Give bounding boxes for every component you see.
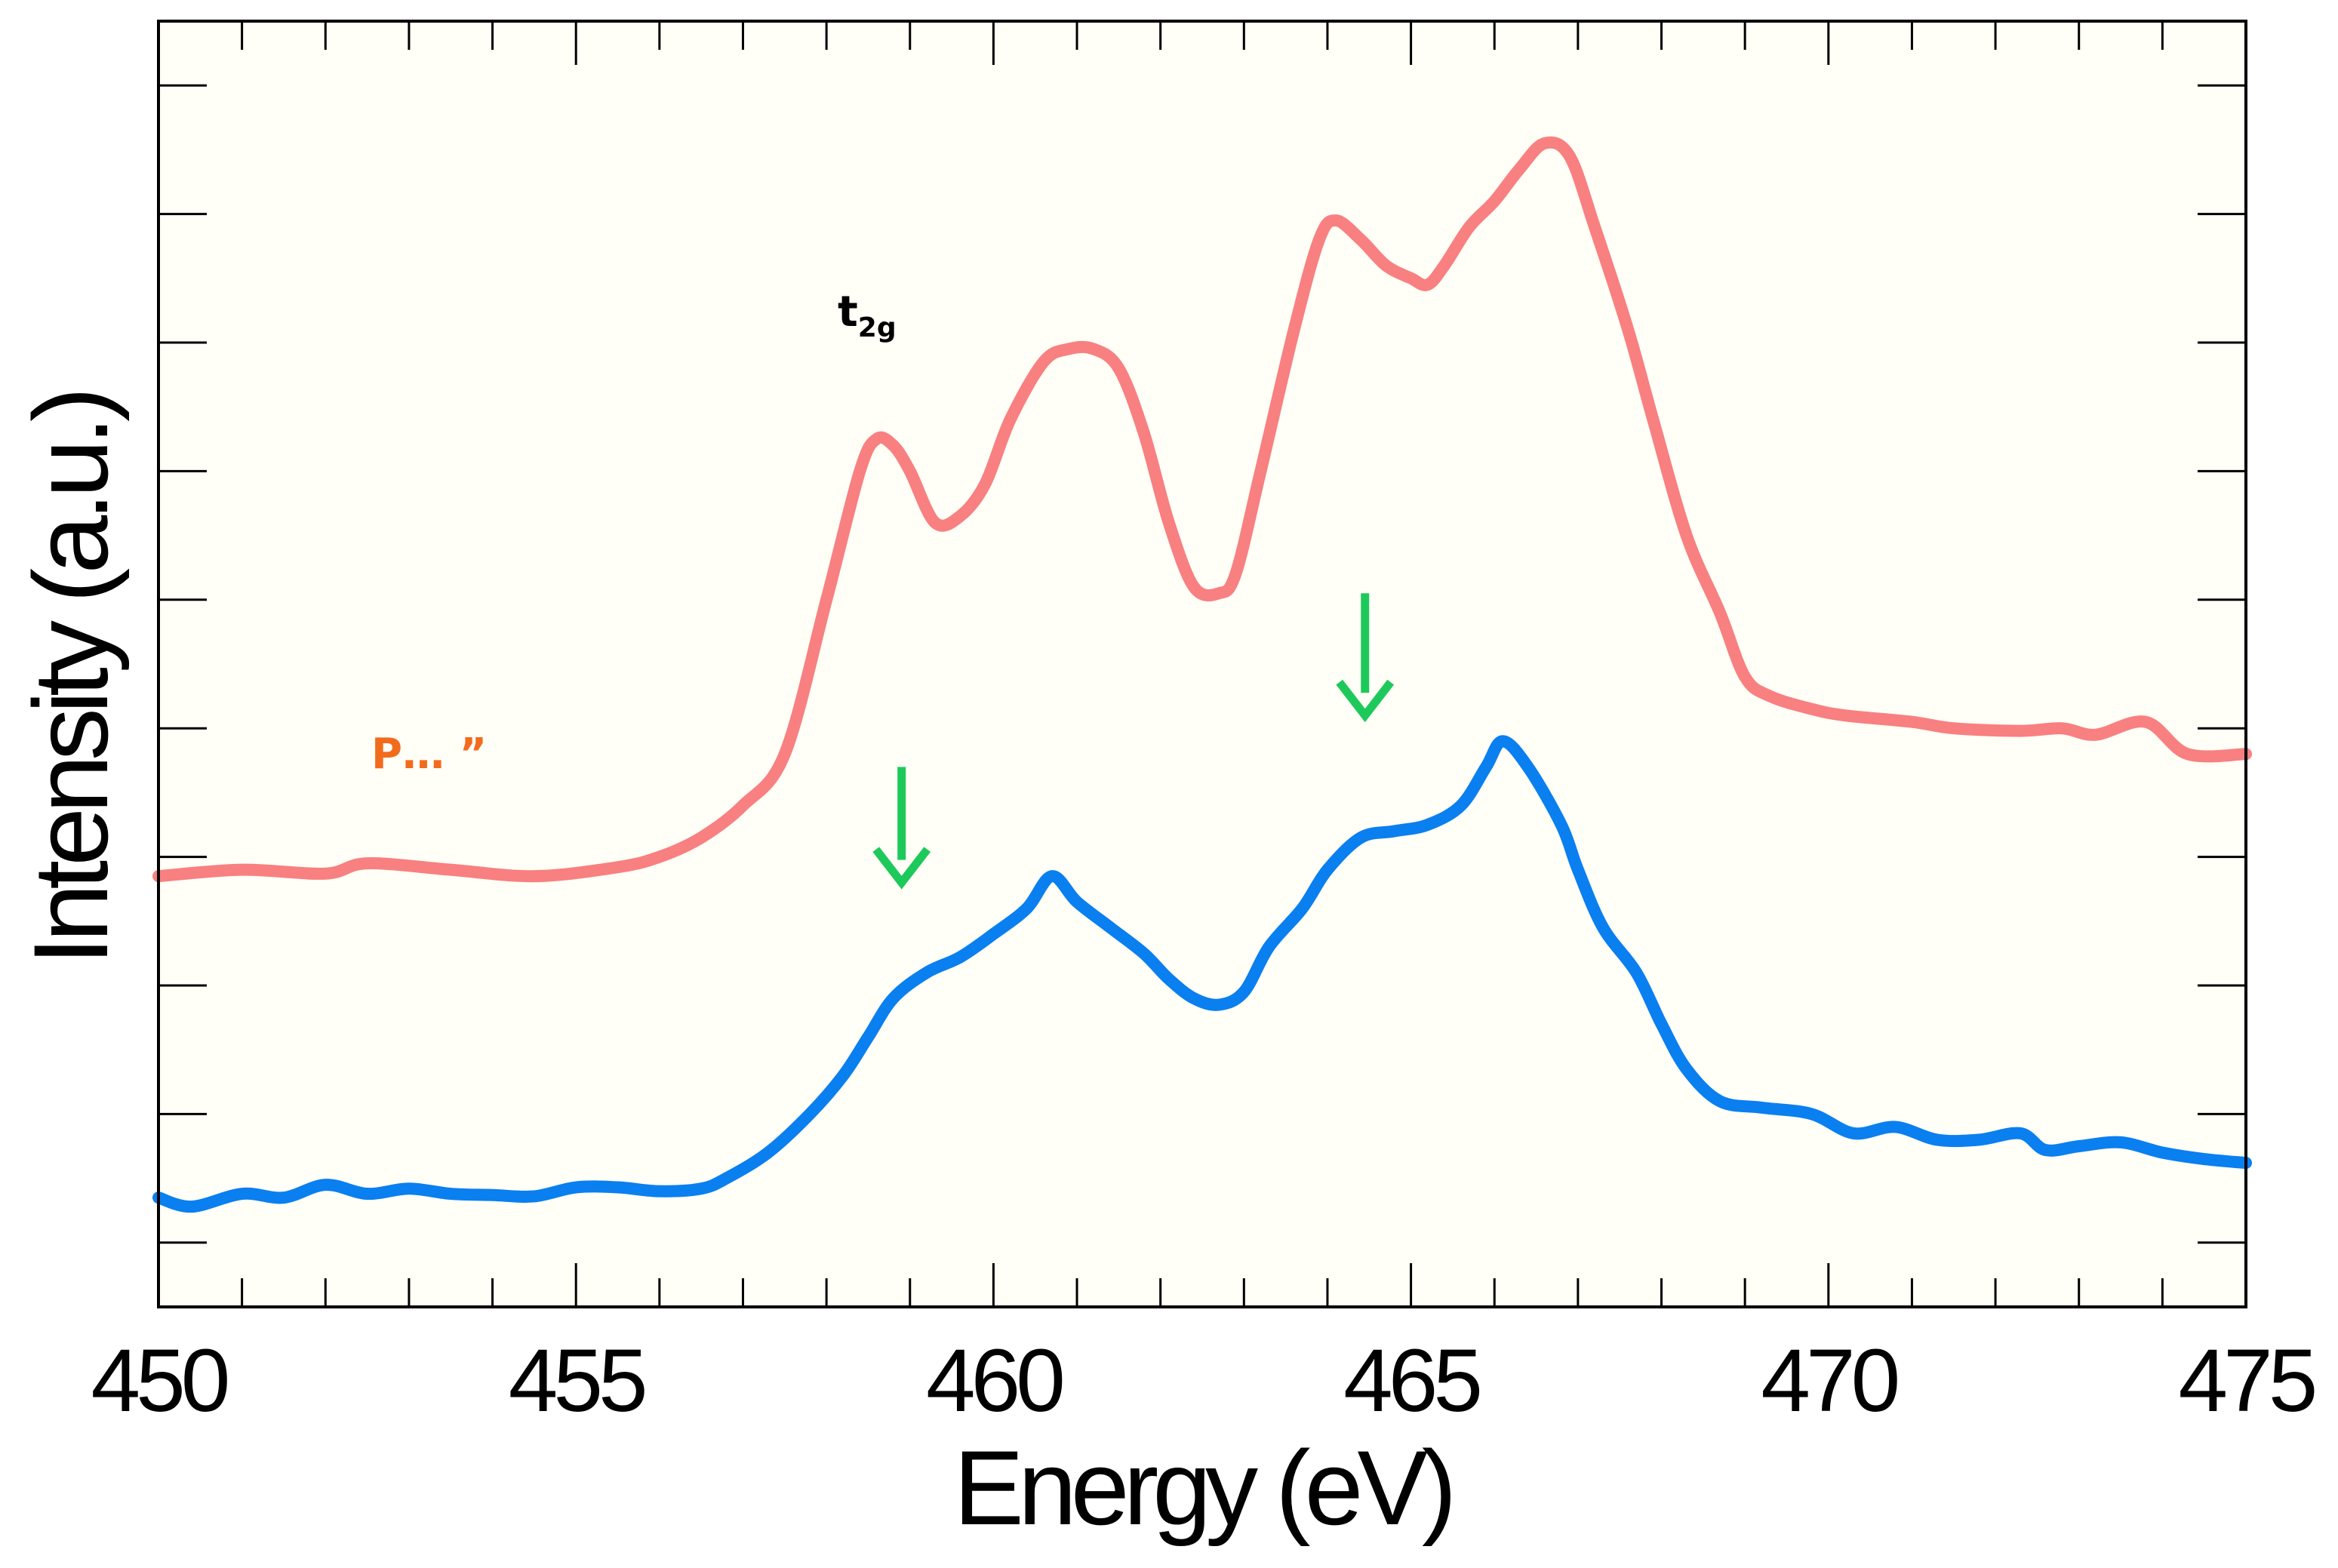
down-arrow-1: [1336, 593, 1395, 723]
t2g-annotation-main: t: [838, 287, 858, 337]
y-axis-label: Intensity (a.u.): [11, 392, 130, 965]
x-tick-label: 475: [2179, 1331, 2315, 1431]
x-tick-label: 455: [509, 1331, 644, 1431]
x-tick-label: 470: [1761, 1331, 1897, 1431]
t2g-annotation: t2g: [838, 287, 897, 343]
partial-orange-annotation: P… ˮ: [371, 730, 487, 779]
plot-background: [158, 21, 2246, 1307]
series-line-1: [152, 735, 2252, 1213]
down-arrow-0: [872, 767, 931, 890]
t2g-annotation-subscript: 2g: [858, 312, 897, 343]
x-tick-label: 450: [91, 1331, 228, 1431]
x-tick-labels: 450 455 460 465 470 475: [91, 1331, 2319, 1431]
plot-frame: [157, 20, 2247, 1308]
annotation-arrows: [872, 593, 1395, 890]
data-series: [152, 136, 2252, 1213]
x-tick-label: 460: [926, 1331, 1063, 1431]
arrow-head: [872, 847, 931, 890]
x-tick-label: 465: [1343, 1331, 1479, 1431]
x-axis-label: Energy (eV): [954, 1428, 1451, 1547]
series-line-0: [152, 136, 2252, 883]
arrow-head: [1336, 679, 1395, 723]
